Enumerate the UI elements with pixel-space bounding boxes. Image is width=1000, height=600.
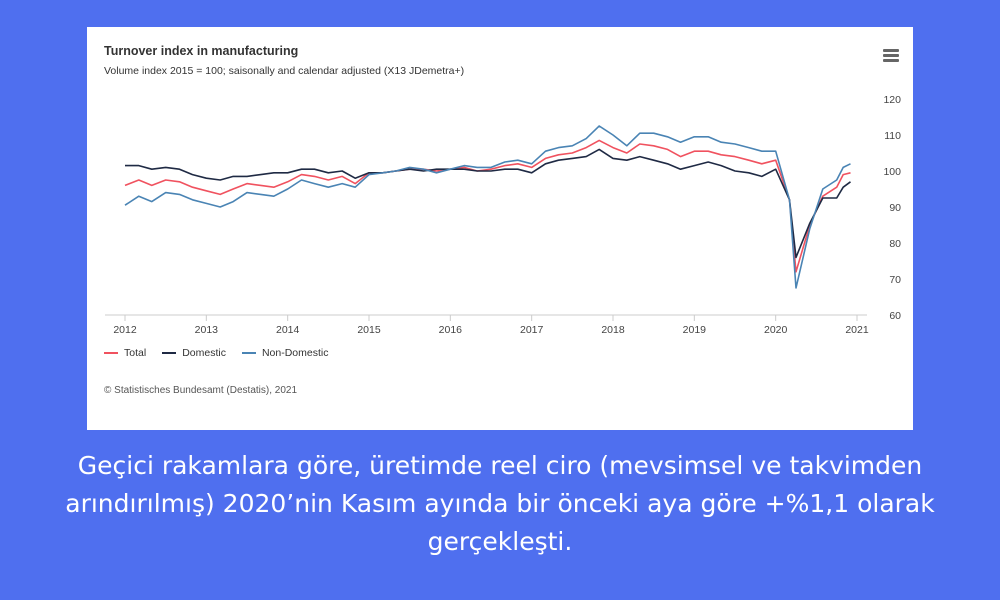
y-tick-label: 100 [883, 166, 901, 178]
line-chart: 2012 2013 2014 2015 2016 2017 2018 2019 2020 2021… [105, 94, 901, 336]
x-tick-label: 2016 [439, 324, 463, 336]
x-tick-label: 2020 [764, 324, 788, 336]
x-tick-label: 2021 [845, 324, 869, 336]
x-tick-label: 2019 [683, 324, 707, 336]
series-line-domestic [125, 148, 851, 259]
legend-swatch-total [104, 352, 118, 354]
x-tick-label: 2015 [357, 324, 381, 336]
legend-item-total[interactable]: Total [104, 347, 146, 359]
y-tick-label: 70 [889, 274, 901, 286]
legend-item-non-domestic[interactable]: Non-Domestic [241, 347, 329, 359]
legend-swatch-non-domestic [241, 352, 256, 354]
y-tick-label: 120 [883, 94, 901, 106]
x-tick-label: 2018 [601, 324, 625, 336]
y-tick-label: 60 [889, 310, 901, 322]
x-tick-label: 2012 [113, 324, 137, 336]
legend-label-non-domestic: Non-Domestic [261, 347, 329, 359]
y-tick-label: 90 [889, 202, 901, 214]
legend-label-domestic: Domestic [182, 347, 226, 359]
y-tick-label: 110 [884, 130, 901, 142]
legend-label-total: Total [124, 347, 147, 359]
chart-card: Turnover index in manufacturing Volume i… [87, 27, 913, 430]
x-tick-label: 2014 [276, 324, 300, 336]
series-line-non-domestic [124, 125, 851, 289]
hamburger-menu-icon[interactable] [883, 49, 899, 63]
x-tick-label: 2017 [520, 324, 544, 336]
caption-text: Geçici rakamlara göre, üretimde reel cir… [65, 451, 935, 556]
chart-legend: Total Domestic Non-Domestic [104, 347, 328, 359]
legend-item-domestic[interactable]: Domestic [162, 347, 226, 359]
x-tick-label: 2013 [195, 324, 219, 336]
chart-subtitle: Volume index 2015 = 100; saisonally and … [104, 65, 465, 77]
y-tick-label: 80 [889, 238, 901, 250]
chart-title: Turnover index in manufacturing [104, 44, 299, 58]
legend-swatch-domestic [162, 352, 177, 354]
source-credit: © Statistisches Bundesamt (Destatis), 20… [104, 385, 298, 396]
series-line-total [124, 139, 851, 273]
